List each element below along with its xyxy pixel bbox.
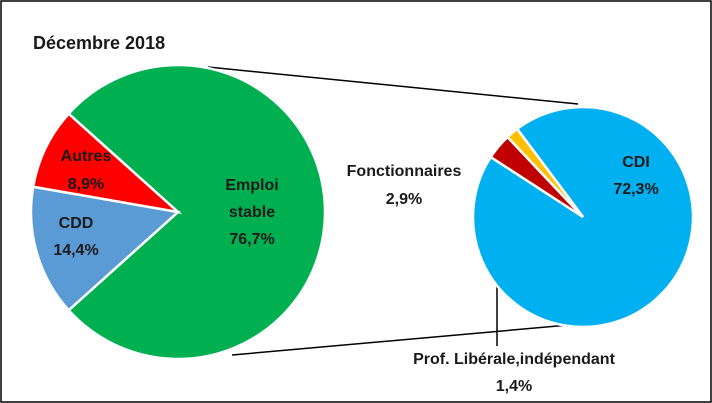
data-label-value: 8,9% <box>68 176 104 193</box>
data-label-value: 1,4% <box>496 378 532 395</box>
data-label-value: 2,9% <box>386 191 422 208</box>
data-label: Prof. Libérale,indépendant <box>413 351 615 368</box>
pie-slice <box>66 63 327 361</box>
data-label: Autres <box>61 148 112 165</box>
chart-title: Décembre 2018 <box>33 33 165 53</box>
data-label-value: 76,7% <box>229 231 274 248</box>
data-label: CDD <box>59 215 94 232</box>
data-label-value: 72,3% <box>613 181 658 198</box>
data-label: Emploi stable <box>225 177 278 221</box>
pie-slice <box>505 127 585 218</box>
connector-line <box>207 66 579 105</box>
data-label: CDI <box>622 154 650 171</box>
data-label-line: Emploi <box>225 177 278 194</box>
pie-slice <box>31 111 183 214</box>
pie-slice <box>29 185 181 313</box>
data-label: Fonctionnaires <box>347 163 462 180</box>
connector-line <box>231 323 581 356</box>
data-label-line: stable <box>229 204 275 221</box>
data-label-value: 14,4% <box>53 242 98 259</box>
